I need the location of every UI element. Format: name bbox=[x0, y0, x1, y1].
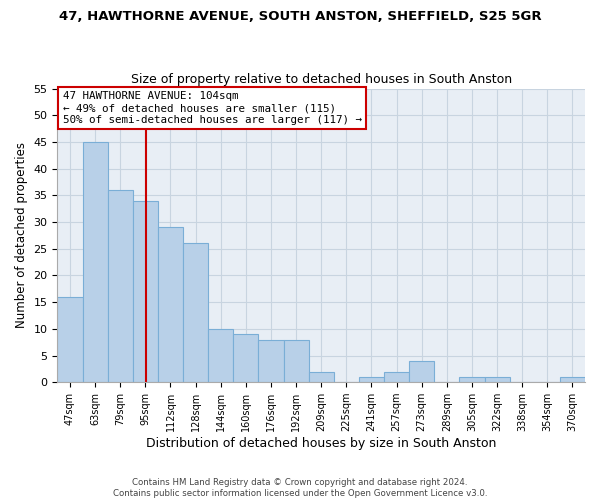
X-axis label: Distribution of detached houses by size in South Anston: Distribution of detached houses by size … bbox=[146, 437, 496, 450]
Bar bbox=[308, 372, 334, 382]
Bar bbox=[58, 297, 83, 382]
Bar bbox=[359, 377, 384, 382]
Bar bbox=[409, 361, 434, 382]
Bar bbox=[384, 372, 409, 382]
Bar bbox=[560, 377, 585, 382]
Bar bbox=[107, 190, 133, 382]
Text: 47 HAWTHORNE AVENUE: 104sqm
← 49% of detached houses are smaller (115)
50% of se: 47 HAWTHORNE AVENUE: 104sqm ← 49% of det… bbox=[62, 92, 362, 124]
Text: 47, HAWTHORNE AVENUE, SOUTH ANSTON, SHEFFIELD, S25 5GR: 47, HAWTHORNE AVENUE, SOUTH ANSTON, SHEF… bbox=[59, 10, 541, 23]
Text: Contains HM Land Registry data © Crown copyright and database right 2024.
Contai: Contains HM Land Registry data © Crown c… bbox=[113, 478, 487, 498]
Title: Size of property relative to detached houses in South Anston: Size of property relative to detached ho… bbox=[131, 73, 512, 86]
Bar bbox=[208, 329, 233, 382]
Bar bbox=[158, 228, 183, 382]
Bar bbox=[233, 334, 259, 382]
Bar bbox=[259, 340, 284, 382]
Bar bbox=[183, 244, 208, 382]
Bar bbox=[485, 377, 509, 382]
Bar bbox=[284, 340, 308, 382]
Bar bbox=[83, 142, 107, 382]
Bar bbox=[460, 377, 485, 382]
Y-axis label: Number of detached properties: Number of detached properties bbox=[15, 142, 28, 328]
Bar bbox=[133, 200, 158, 382]
